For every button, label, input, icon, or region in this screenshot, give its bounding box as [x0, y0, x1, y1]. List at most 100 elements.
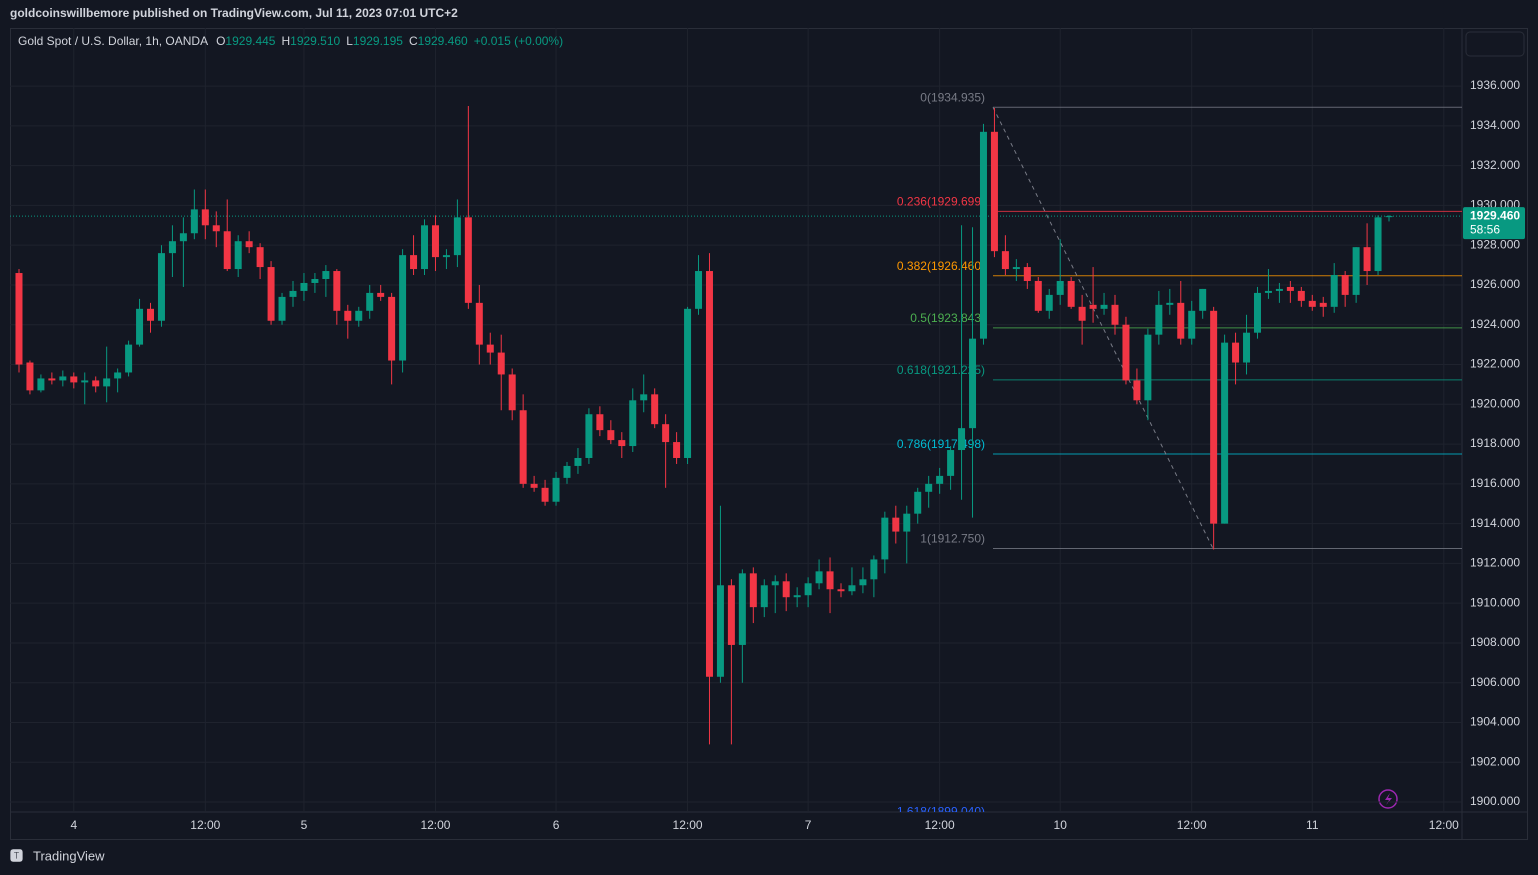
- x-tick-label: 12:00: [1429, 818, 1459, 832]
- x-tick-label: 5: [301, 818, 308, 832]
- candle-body: [881, 517, 889, 560]
- change: +0.015 (+0.00%): [474, 34, 563, 48]
- chart-title: Gold Spot / U.S. Dollar, 1h, OANDA: [18, 34, 208, 48]
- fib-label: 0.382(1926.460): [897, 259, 985, 273]
- y-tick-label: 1908.000: [1470, 635, 1520, 649]
- candle-body: [1374, 217, 1382, 272]
- grid: [10, 28, 1462, 812]
- candle-body: [190, 209, 198, 234]
- y-tick-label: 1932.000: [1470, 158, 1520, 172]
- ohlc-label: H: [281, 34, 290, 48]
- candle-body: [223, 231, 231, 270]
- candle-body: [1034, 280, 1042, 311]
- candle-body: [157, 253, 165, 321]
- candle-body: [103, 378, 111, 387]
- candle-body: [1297, 290, 1305, 301]
- candle-body: [1122, 324, 1130, 381]
- candle-body: [1341, 275, 1349, 295]
- candle-body: [1319, 302, 1327, 307]
- candle-body: [15, 273, 23, 365]
- candle-body: [519, 410, 527, 484]
- candle-body: [508, 374, 516, 411]
- candle-body: [70, 376, 78, 383]
- candle-body: [936, 475, 944, 484]
- candle-body: [81, 380, 89, 383]
- brand: TradingView: [33, 848, 105, 863]
- candle-body: [640, 394, 648, 401]
- candle-body: [1078, 306, 1086, 321]
- candle-body: [662, 424, 670, 443]
- alert-icon: [1385, 793, 1392, 805]
- candle-body: [958, 428, 966, 451]
- candle-body: [212, 225, 220, 232]
- ohlc-value: 1929.510: [290, 34, 340, 48]
- candle-body: [1308, 300, 1316, 307]
- fib-label: 0.236(1929.699): [897, 195, 985, 209]
- candle-body: [464, 217, 472, 303]
- candle-body: [892, 517, 900, 532]
- x-tick-label: 12:00: [190, 818, 220, 832]
- ohlc-value: 1929.195: [353, 34, 403, 48]
- fib-label: 1(1912.750): [920, 532, 985, 546]
- candle-body: [59, 376, 67, 381]
- y-tick-label: 1914.000: [1470, 516, 1520, 530]
- candle-body: [826, 571, 834, 590]
- button[interactable]: [1465, 31, 1525, 57]
- candle-body: [1264, 290, 1272, 293]
- candle-body: [738, 573, 746, 645]
- candle-body: [771, 581, 779, 586]
- x-tick-label: 12:00: [1177, 818, 1207, 832]
- candle-body: [179, 233, 187, 242]
- candle-body: [1352, 247, 1360, 295]
- y-tick-label: 1900.000: [1470, 794, 1520, 808]
- x-tick-label: 11: [1306, 818, 1319, 832]
- ohlc-value: 1929.445: [225, 34, 275, 48]
- publisher: goldcoinswillbemore published on Trading…: [10, 6, 458, 20]
- candle-body: [749, 573, 757, 608]
- y-tick-label: 1928.000: [1470, 237, 1520, 251]
- candle-body: [1210, 310, 1218, 524]
- candle-body: [366, 292, 374, 311]
- y-tick-label: 1934.000: [1470, 118, 1520, 132]
- candle-body: [136, 308, 144, 345]
- fib-label: 0(1934.935): [920, 90, 985, 104]
- fib-trend: [992, 107, 1214, 549]
- candle-body: [760, 585, 768, 608]
- candle-body: [168, 241, 176, 254]
- candle-body: [245, 241, 253, 248]
- candle-body: [1199, 288, 1207, 311]
- candle-body: [585, 414, 593, 458]
- candle-body: [574, 457, 582, 466]
- candle-body: [1188, 310, 1196, 339]
- alert-icon[interactable]: [1378, 789, 1398, 809]
- candle-body: [1100, 304, 1108, 309]
- candle-body: [344, 310, 352, 321]
- logo: 🆃: [10, 848, 23, 863]
- ohlc-label: L: [346, 34, 353, 48]
- y-tick-label: 1926.000: [1470, 277, 1520, 291]
- candle-body: [716, 585, 724, 677]
- candle-body: [903, 513, 911, 532]
- fib-label: 0.618(1921.225): [897, 363, 985, 377]
- candle-body: [1133, 380, 1141, 401]
- candle-body: [486, 344, 494, 353]
- candle-body: [925, 483, 933, 492]
- candle-body: [114, 372, 122, 379]
- candle-body: [388, 296, 396, 361]
- candle-body: [1023, 267, 1031, 281]
- candle-body: [1286, 286, 1294, 291]
- candle-body: [947, 450, 955, 476]
- candle-body: [48, 378, 56, 381]
- candle-body: [979, 131, 987, 339]
- candle-body: [322, 271, 330, 279]
- y-tick-label: 1924.000: [1470, 317, 1520, 331]
- candle-body: [629, 400, 637, 447]
- candle-body: [705, 271, 713, 677]
- candle-body: [618, 440, 626, 447]
- axes: 1900.000 1902.000 1904.000 1906.000 1908.000…: [70, 78, 1525, 832]
- candle-body: [410, 255, 418, 270]
- candle-body: [26, 362, 34, 391]
